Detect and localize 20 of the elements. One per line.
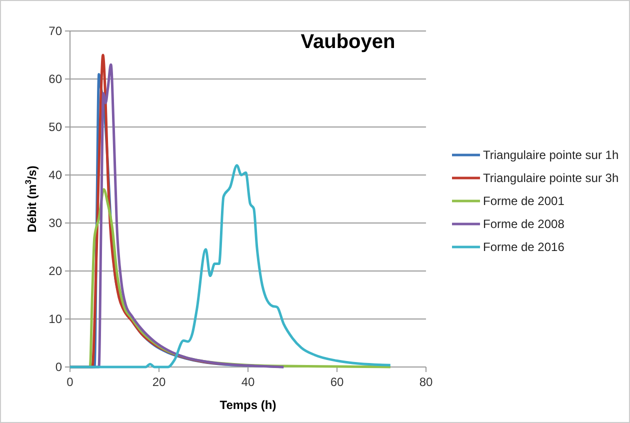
x-tick-label: 60 [330,375,344,389]
y-tick-label: 70 [48,24,62,38]
y-tick-label: 0 [55,360,62,374]
legend-label: Forme de 2001 [483,194,565,208]
y-tick-label: 50 [48,120,62,134]
y-tick-label: 20 [48,264,62,278]
y-tick-label: 60 [48,72,62,86]
legend-label: Triangulaire pointe sur 3h [483,171,619,186]
x-axis-title: Temps (h) [220,398,276,412]
x-tick-label: 20 [152,375,166,389]
y-tick-label: 10 [48,312,62,326]
legend-label: Forme de 2008 [483,217,565,232]
legend-label: Forme de 2016 [483,240,565,254]
x-tick-label: 80 [419,375,433,389]
chart-title: Vauboyen [300,31,396,53]
y-tick-label: 40 [48,168,62,182]
x-tick-label: 0 [66,375,74,389]
y-tick-label: 30 [48,216,62,230]
legend-label: Triangulaire pointe sur 1h [483,148,619,162]
x-tick-label: 40 [241,375,255,389]
